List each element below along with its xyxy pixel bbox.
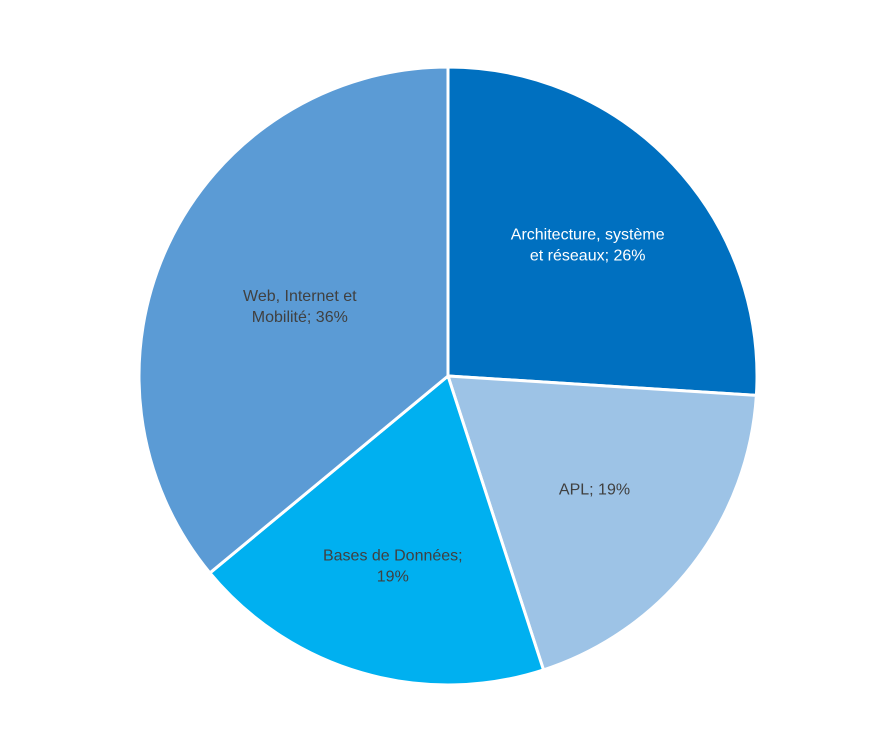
pie-slice-bases-de-donnees bbox=[208, 374, 545, 687]
data-label-line: et réseaux; 26% bbox=[530, 247, 646, 264]
pie-slice-architecture-systeme-et-reseaux bbox=[446, 65, 759, 397]
pie-data-labels: Architecture, système et réseaux; 26% APL;… bbox=[243, 226, 665, 585]
data-label-line: Web, Internet et bbox=[243, 288, 357, 305]
data-label-web-internet-et-mobilite: Web, Internet et Mobilité; 36% bbox=[243, 288, 357, 326]
data-label-line: Architecture, système bbox=[511, 226, 665, 243]
data-label-apl: APL; 19% bbox=[559, 482, 630, 499]
pie-slice-web-internet-et-mobilite bbox=[137, 65, 450, 575]
data-label-architecture-systeme-et-reseaux: Architecture, système et réseaux; 26% bbox=[511, 226, 665, 264]
pie-slice-apl bbox=[446, 374, 758, 672]
data-label-bases-de-donnees: Bases de Données; 19% bbox=[323, 547, 463, 585]
data-label-line: Bases de Données; bbox=[323, 547, 463, 564]
data-label-line: 19% bbox=[377, 568, 409, 585]
data-label-line: Mobilité; 36% bbox=[252, 309, 348, 326]
data-label-line: APL; 19% bbox=[559, 482, 630, 499]
pie-slices bbox=[137, 65, 759, 687]
